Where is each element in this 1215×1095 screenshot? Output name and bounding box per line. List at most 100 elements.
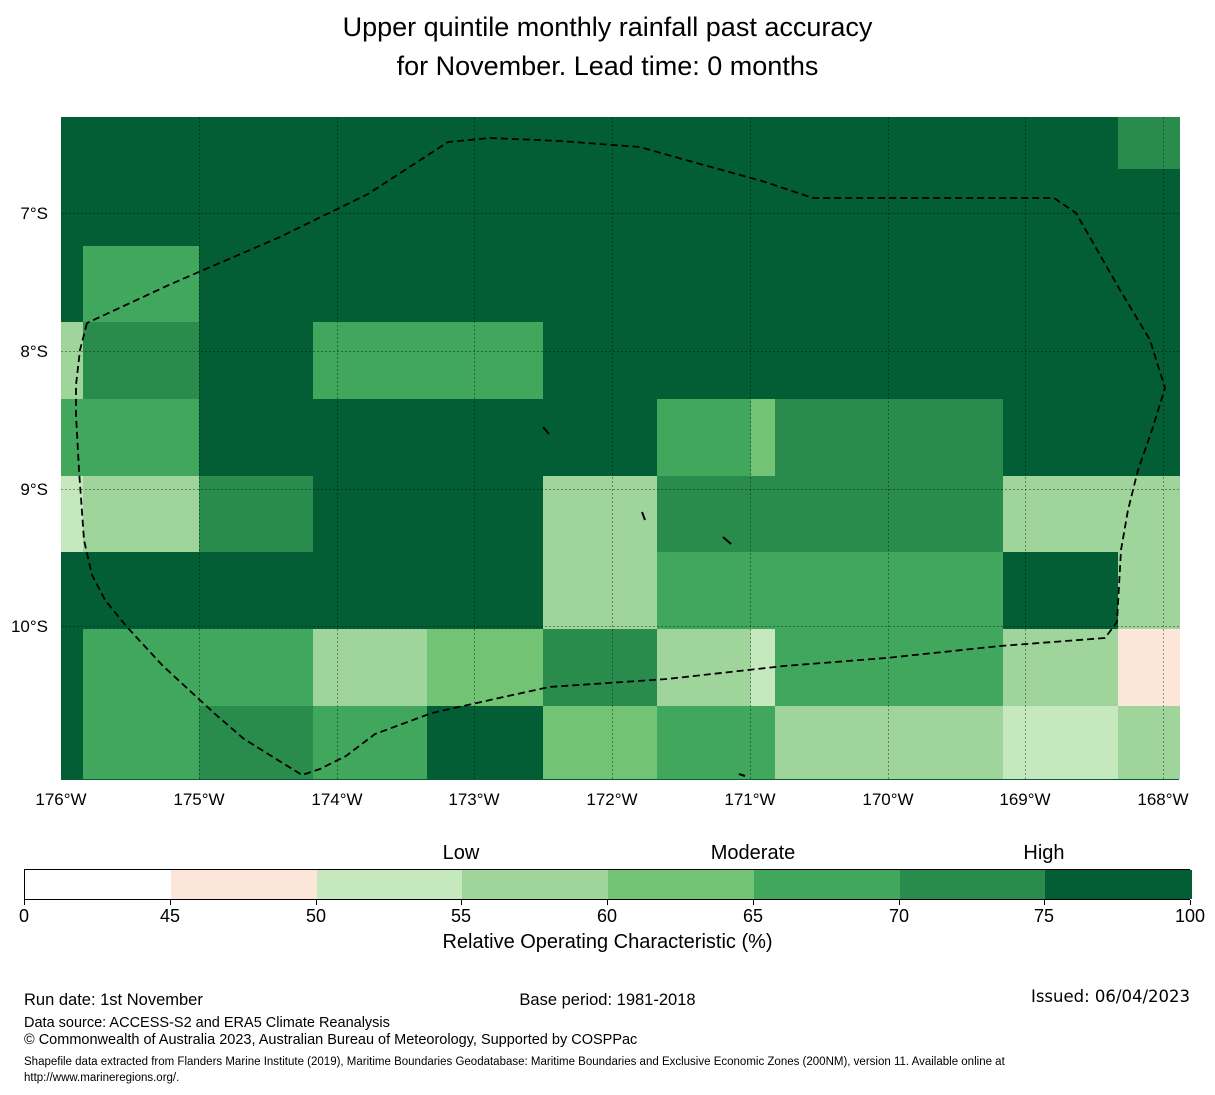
eez-boundary-line: [75, 137, 1166, 776]
map-cell: [888, 246, 1003, 322]
map-cell: [657, 552, 751, 629]
x-tick-label: 171°W: [724, 790, 776, 809]
map-cell: [199, 117, 313, 169]
colorbar-category-label: Moderate: [710, 842, 796, 864]
map-cell: [1003, 706, 1118, 779]
map-cell: [751, 322, 775, 399]
colorbar-segment: [608, 870, 755, 899]
map-cell: [1118, 169, 1180, 246]
map-cell: [1003, 552, 1118, 629]
map-cell: [888, 117, 1003, 169]
islet-boundary-mark: [641, 511, 646, 521]
map-cell: [83, 629, 199, 706]
map-cell: [199, 706, 313, 779]
map-cell: [83, 169, 199, 246]
colorbar-tick-mark: [24, 900, 25, 905]
map-cell: [751, 246, 775, 322]
map-cell: [313, 552, 427, 629]
longitude-gridline: [337, 117, 338, 780]
map-cell: [1118, 246, 1180, 322]
latitude-gridline: [61, 351, 1179, 352]
map-cell: [543, 552, 657, 629]
colorbar-tick-mark: [316, 900, 317, 905]
x-tick-label: 176°W: [35, 790, 87, 809]
map-cell: [1003, 169, 1118, 246]
title-line-2: for November. Lead time: 0 months: [396, 51, 819, 81]
map-cell: [83, 117, 199, 169]
page-title: Upper quintile monthly rainfall past acc…: [0, 8, 1215, 86]
map-cell: [199, 322, 313, 399]
issued-date-text: Issued: 06/04/2023: [1030, 987, 1190, 1006]
latitude-gridline: [61, 626, 1179, 627]
y-tick-label: 10°S: [10, 617, 48, 636]
x-tick-label: 168°W: [1137, 790, 1189, 809]
islet-boundary-mark: [722, 536, 732, 545]
map-cell: [313, 629, 427, 706]
map-cell: [1003, 117, 1118, 169]
map-cell: [199, 629, 313, 706]
map-cell: [543, 476, 657, 552]
colorbar-tick-mark: [1044, 900, 1045, 905]
y-tick-label: 7°S: [20, 204, 48, 223]
longitude-gridline: [1025, 117, 1026, 780]
title-line-1: Upper quintile monthly rainfall past acc…: [342, 12, 873, 42]
map-cell: [775, 629, 888, 706]
colorbar-tick-mark: [170, 900, 171, 905]
map-cell: [1003, 476, 1118, 552]
y-tick-label: 8°S: [20, 342, 48, 361]
colorbar: [24, 869, 1192, 900]
map-cell: [657, 399, 751, 476]
x-tick-label: 170°W: [862, 790, 914, 809]
colorbar-segment: [753, 870, 901, 899]
map-cell: [775, 322, 888, 399]
colorbar-tick-label: 75: [1033, 906, 1055, 926]
map-cell: [543, 169, 657, 246]
colorbar-tick-label: 70: [888, 906, 910, 926]
map-cell: [61, 117, 83, 169]
map-cell: [543, 322, 657, 399]
longitude-gridline: [612, 117, 613, 780]
map-cell: [543, 399, 657, 476]
map-cell: [775, 706, 888, 779]
map-cell: [888, 399, 1003, 476]
eez-boundary-overlay: [75, 137, 1166, 777]
map-cell: [199, 399, 313, 476]
map-cell: [199, 169, 313, 246]
colorbar-tick-mark: [607, 900, 608, 905]
map-cell: [1118, 117, 1180, 169]
map-cell: [751, 706, 775, 779]
colorbar-tick-mark: [899, 900, 900, 905]
base-period-text: Base period: 1981-2018: [519, 991, 696, 1009]
latitude-gridline: [61, 489, 1179, 490]
x-tick-label: 169°W: [999, 790, 1051, 809]
map-cell: [888, 476, 1003, 552]
colorbar-tick-label: 50: [305, 906, 327, 926]
roc-heatmap: [61, 117, 1180, 780]
map-cell: [1003, 322, 1118, 399]
longitude-gridline: [888, 117, 889, 780]
map-cell: [1003, 399, 1118, 476]
x-tick-label: 172°W: [586, 790, 638, 809]
map-cell: [83, 476, 199, 552]
colorbar-tick-label: 100: [1174, 906, 1206, 926]
map-cell: [1118, 322, 1180, 399]
shapefile-note-line-2: http://www.marineregions.org/.: [24, 1072, 180, 1084]
longitude-gridline: [750, 117, 751, 780]
run-date-text: Run date: 1st November: [24, 991, 203, 1009]
map-cell: [657, 322, 751, 399]
shapefile-note-line-1: Shapefile data extracted from Flanders M…: [24, 1056, 1005, 1068]
colorbar-category-label: High: [1023, 842, 1065, 864]
map-cell: [313, 169, 427, 246]
colorbar-segment: [316, 870, 464, 899]
map-cell: [61, 629, 83, 706]
colorbar-segment: [462, 870, 609, 899]
colorbar-segment: [170, 870, 318, 899]
map-cell: [775, 169, 888, 246]
map-cell: [427, 476, 543, 552]
map-cell: [543, 706, 657, 779]
y-tick-label: 9°S: [20, 480, 48, 499]
x-tick-label: 173°W: [448, 790, 500, 809]
map-cell: [199, 246, 313, 322]
map-cell: [657, 629, 751, 706]
